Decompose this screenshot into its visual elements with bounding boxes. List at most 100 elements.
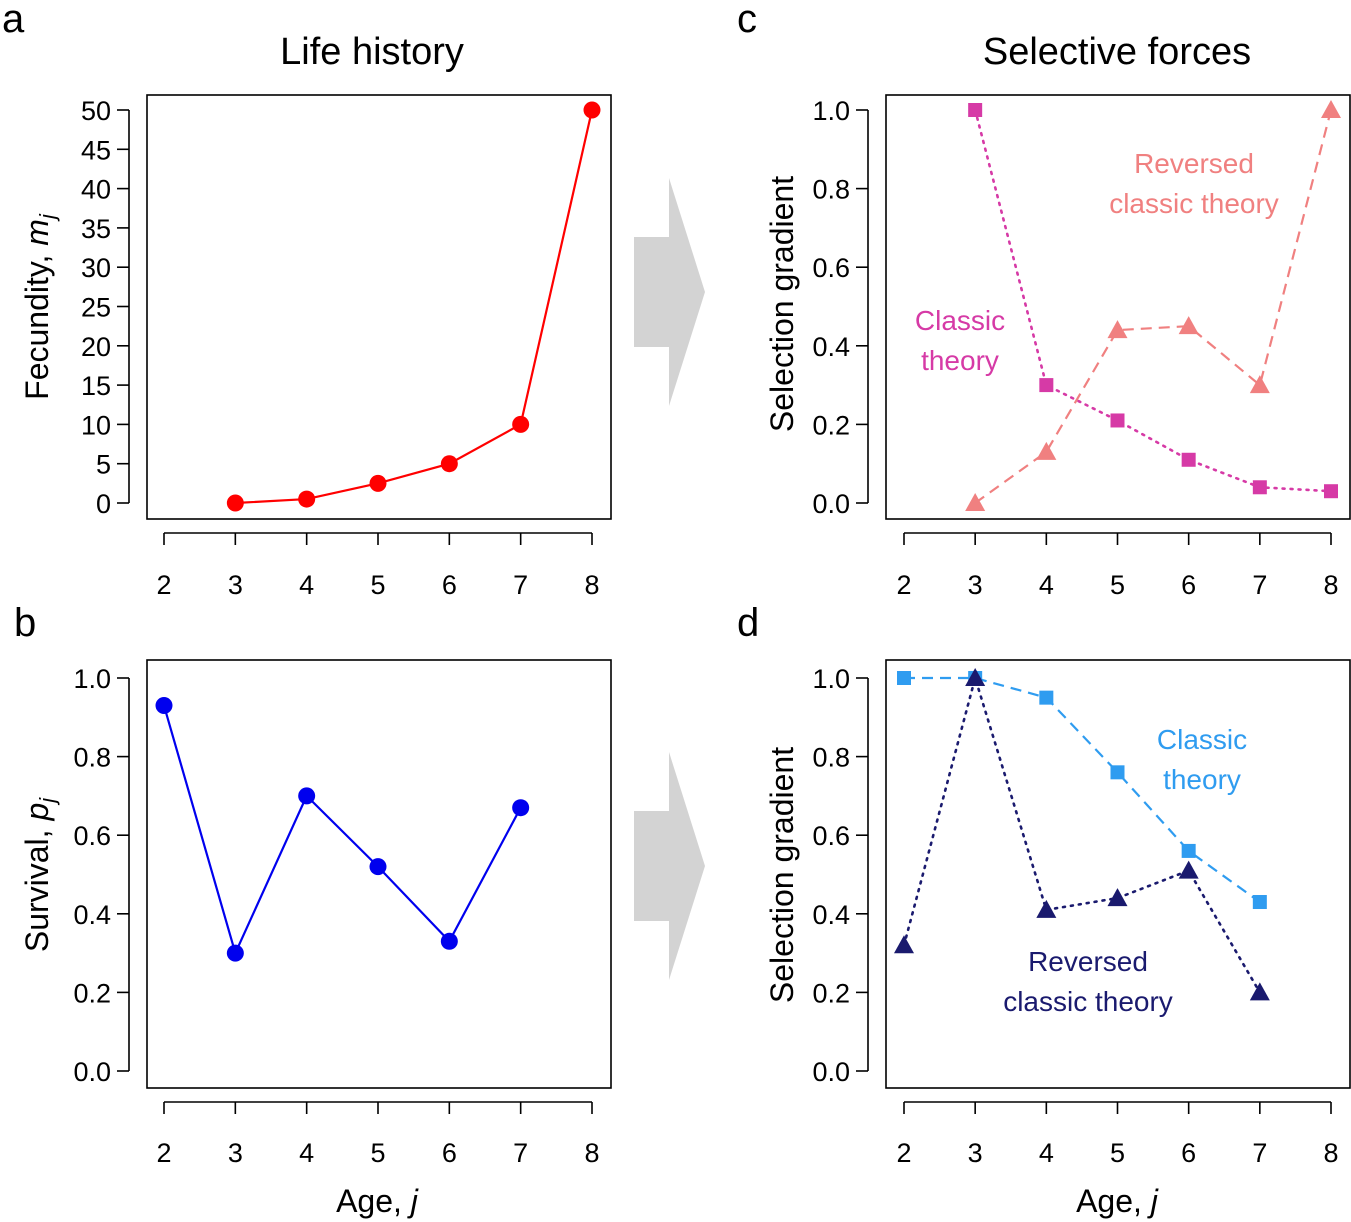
data-point: [1036, 899, 1057, 918]
y-tick-label: 10: [81, 410, 111, 440]
series-2: [894, 668, 1270, 1001]
x-tick-label: 5: [1110, 570, 1125, 600]
data-point: [1107, 888, 1128, 907]
y-tick-label: 0.2: [812, 410, 850, 440]
data-point: [1252, 480, 1267, 495]
x-tick-label: 4: [1039, 570, 1054, 600]
data-point: [965, 668, 986, 686]
data-point: [369, 474, 387, 492]
x-tick-label: 6: [442, 1138, 457, 1168]
data-point: [226, 494, 244, 512]
data-point: [369, 858, 387, 876]
panel-b-survival-chart: 2 3 4 5 6 7 8 0.0 0.2 0.4 0.6 0.8 1.0 Survival, pj Age…: [19, 659, 612, 1219]
plot-frame: [146, 659, 612, 1089]
y-axis: 0.0 0.2 0.4 0.6 0.8 1.0: [812, 96, 869, 519]
data-point: [155, 697, 173, 715]
data-point: [1107, 320, 1128, 339]
y-tick-label: 1.0: [812, 96, 850, 126]
y-tick-label: 0.0: [812, 489, 850, 519]
x-tick-label: 7: [1252, 1138, 1267, 1168]
data-point: [226, 944, 244, 962]
data-point: [512, 799, 530, 817]
y-axis-title: Selection gradient: [764, 176, 800, 432]
y-tick-label: 0.4: [812, 900, 850, 930]
x-tick-label: 6: [1181, 1138, 1196, 1168]
data-point: [1181, 452, 1196, 467]
x-tick-label: 3: [228, 570, 243, 600]
x-tick-label: 8: [1323, 1138, 1338, 1168]
y-axis-title: Selection gradient: [764, 747, 800, 1003]
data-point: [583, 101, 601, 119]
data-point: [1252, 895, 1267, 910]
data-point: [1249, 375, 1270, 394]
x-tick-label: 2: [896, 570, 911, 600]
y-axis-title: Fecundity, mj: [19, 213, 60, 400]
x-tick-label: 2: [156, 1138, 171, 1168]
data-point: [894, 935, 914, 954]
y-tick-label: 40: [81, 175, 111, 205]
x-tick-label: 4: [299, 1138, 314, 1168]
series-line: [974, 109, 1333, 504]
left-column-title: Life history: [280, 31, 464, 73]
x-axis: 2 3 4 5 6 7 8: [896, 1101, 1339, 1168]
panel-d-selection-gradient-chart: 2 3 4 5 6 7 8 0.0 0.2 0.4 0.6 0.8 1.0 Selection gradi…: [764, 659, 1351, 1219]
series-annotation: Reversed classic theory: [1109, 148, 1279, 219]
x-tick-label: 5: [370, 1138, 385, 1168]
x-tick-label: 5: [370, 570, 385, 600]
x-axis-title: Age, j: [336, 1183, 419, 1219]
y-tick-label: 15: [81, 371, 111, 401]
x-tick-label: 8: [1323, 570, 1338, 600]
right-arrow-bottom: [634, 752, 705, 980]
panel-letter-b: b: [14, 601, 36, 645]
series-line: [235, 109, 594, 505]
y-tick-label: 0.2: [812, 978, 850, 1008]
y-tick-label: 0.8: [812, 175, 850, 205]
data-point: [1110, 765, 1125, 780]
y-tick-label: 5: [96, 450, 111, 480]
y-tick-label: 0.6: [812, 253, 850, 283]
x-tick-label: 4: [1039, 1138, 1054, 1168]
y-tick-label: 0.6: [73, 821, 111, 851]
series-1: [968, 103, 1338, 499]
plot-frame: [885, 659, 1351, 1089]
x-axis: 2 3 4 5 6 7 8: [156, 532, 600, 600]
data-point: [1039, 690, 1054, 705]
data-point: [1181, 843, 1196, 858]
y-axis-title: Survival, pj: [19, 797, 60, 952]
y-tick-label: 0.0: [73, 1057, 111, 1087]
data-point: [1324, 484, 1338, 499]
plot-frame: [146, 94, 612, 520]
data-point: [1249, 982, 1270, 1001]
series-line: [904, 676, 1261, 903]
panel-letter-a: a: [2, 0, 25, 41]
right-arrow-top: [634, 178, 705, 406]
data-point: [298, 787, 316, 805]
x-tick-label: 3: [968, 570, 983, 600]
y-tick-label: 0: [96, 489, 111, 519]
series-line: [162, 705, 522, 957]
y-tick-label: 0.4: [812, 332, 850, 362]
panel-letter-c: c: [737, 0, 757, 41]
x-tick-label: 3: [968, 1138, 983, 1168]
y-tick-label: 0.6: [812, 821, 850, 851]
y-tick-label: 0.0: [812, 1057, 850, 1087]
y-axis: 0.0 0.2 0.4 0.6 0.8 1.0: [812, 664, 869, 1087]
y-tick-label: 0.2: [73, 978, 111, 1008]
x-tick-label: 7: [1252, 570, 1267, 600]
x-tick-label: 4: [299, 570, 314, 600]
x-tick-label: 7: [513, 570, 528, 600]
data-point: [897, 671, 911, 685]
y-tick-label: 0.4: [73, 900, 111, 930]
y-tick-label: 1.0: [73, 664, 111, 694]
plot-frame: [885, 94, 1351, 520]
data-point: [1110, 413, 1125, 428]
data-point: [968, 103, 983, 117]
data-point: [1321, 100, 1341, 118]
data-point: [440, 455, 458, 473]
x-tick-label: 3: [228, 1138, 243, 1168]
data-point: [1178, 860, 1199, 879]
x-tick-label: 2: [156, 570, 171, 600]
y-tick-label: 25: [81, 293, 111, 323]
x-tick-label: 2: [896, 1138, 911, 1168]
